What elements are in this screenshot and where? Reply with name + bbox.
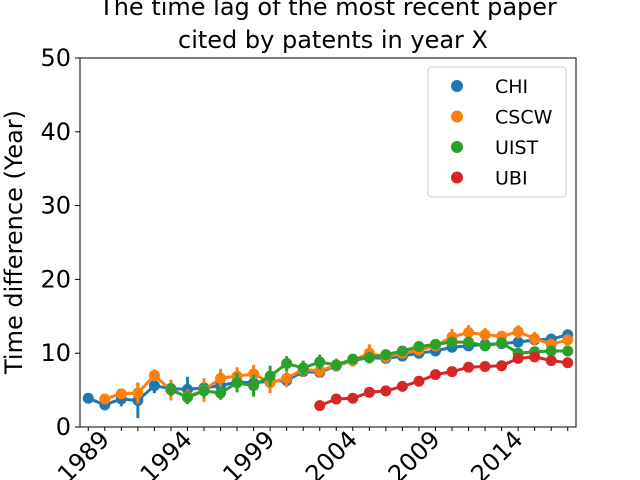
data-point — [330, 359, 342, 371]
data-point — [562, 345, 574, 357]
x-tick-label: 1994 — [135, 425, 198, 480]
data-point — [99, 393, 111, 405]
y-tick-label: 10 — [40, 339, 71, 367]
y-tick-label: 0 — [56, 413, 71, 441]
data-point — [148, 380, 160, 392]
data-point — [396, 380, 408, 392]
data-point — [479, 340, 491, 352]
data-point — [264, 370, 276, 382]
data-point — [512, 352, 524, 364]
legend-label-cscw: CSCW — [495, 107, 553, 129]
data-point — [380, 385, 392, 397]
data-point — [115, 388, 127, 400]
data-point — [479, 329, 491, 341]
data-point — [248, 368, 260, 380]
data-point — [429, 338, 441, 350]
data-point — [82, 392, 94, 404]
data-point — [297, 362, 309, 374]
y-axis-label: Time difference (Year) — [0, 110, 28, 375]
x-tick-label: 1999 — [217, 425, 280, 480]
data-point — [148, 369, 160, 381]
data-point — [198, 385, 210, 397]
chart-title-line1: The time lag of the most recent paper — [98, 0, 557, 21]
legend-marker-uist — [451, 141, 463, 153]
y-tick-label: 30 — [40, 192, 71, 220]
legend-marker-cscw — [451, 110, 463, 123]
data-point — [463, 336, 475, 348]
data-point — [231, 377, 243, 389]
data-point — [562, 357, 574, 369]
data-point — [562, 334, 574, 346]
legend-label-uist: UIST — [495, 137, 539, 159]
data-point — [429, 369, 441, 381]
data-point — [181, 391, 193, 403]
axes-frame — [79, 57, 577, 428]
data-point — [446, 366, 458, 378]
chart-title-line2: cited by patents in year X — [178, 26, 488, 54]
legend-label-ubi: UBI — [495, 168, 528, 190]
data-point — [545, 345, 557, 357]
data-point — [512, 336, 524, 348]
data-point — [132, 387, 144, 399]
x-tick-label: 2004 — [300, 425, 363, 480]
data-point — [347, 392, 359, 404]
legend-marker-ubi — [451, 171, 463, 184]
data-point — [446, 336, 458, 348]
data-point — [215, 372, 227, 384]
data-point — [413, 375, 425, 387]
data-point — [545, 355, 557, 367]
legend-label-chi: CHI — [495, 76, 528, 98]
data-point — [463, 361, 475, 373]
data-point — [281, 372, 293, 384]
data-point — [363, 386, 375, 398]
data-point — [496, 337, 508, 349]
data-point — [248, 380, 260, 392]
y-tick-label: 20 — [40, 265, 71, 293]
series-ubi — [314, 351, 574, 412]
data-point — [380, 349, 392, 361]
data-point — [396, 345, 408, 357]
data-point — [496, 360, 508, 372]
data-point — [314, 356, 326, 368]
legend: CHI CSCW UIST UBI — [427, 66, 567, 198]
data-point — [413, 341, 425, 353]
y-tick-label: 40 — [40, 118, 71, 146]
data-point — [281, 358, 293, 370]
series-line — [319, 355, 568, 407]
data-point — [314, 400, 326, 412]
x-tick-label: 2014 — [465, 425, 528, 480]
data-point — [512, 326, 524, 338]
x-tick-label: 2009 — [383, 425, 446, 480]
legend-box — [427, 66, 567, 198]
data-point — [363, 352, 375, 364]
data-point — [314, 365, 326, 377]
legend-marker-chi — [451, 80, 463, 92]
data-point — [479, 360, 491, 372]
y-tick-label: 50 — [40, 44, 71, 72]
data-point — [529, 351, 541, 363]
data-point — [215, 387, 227, 399]
data-point — [165, 383, 177, 395]
data-point — [463, 327, 475, 339]
data-point — [529, 332, 541, 344]
data-point — [347, 353, 359, 365]
data-point — [330, 393, 342, 405]
